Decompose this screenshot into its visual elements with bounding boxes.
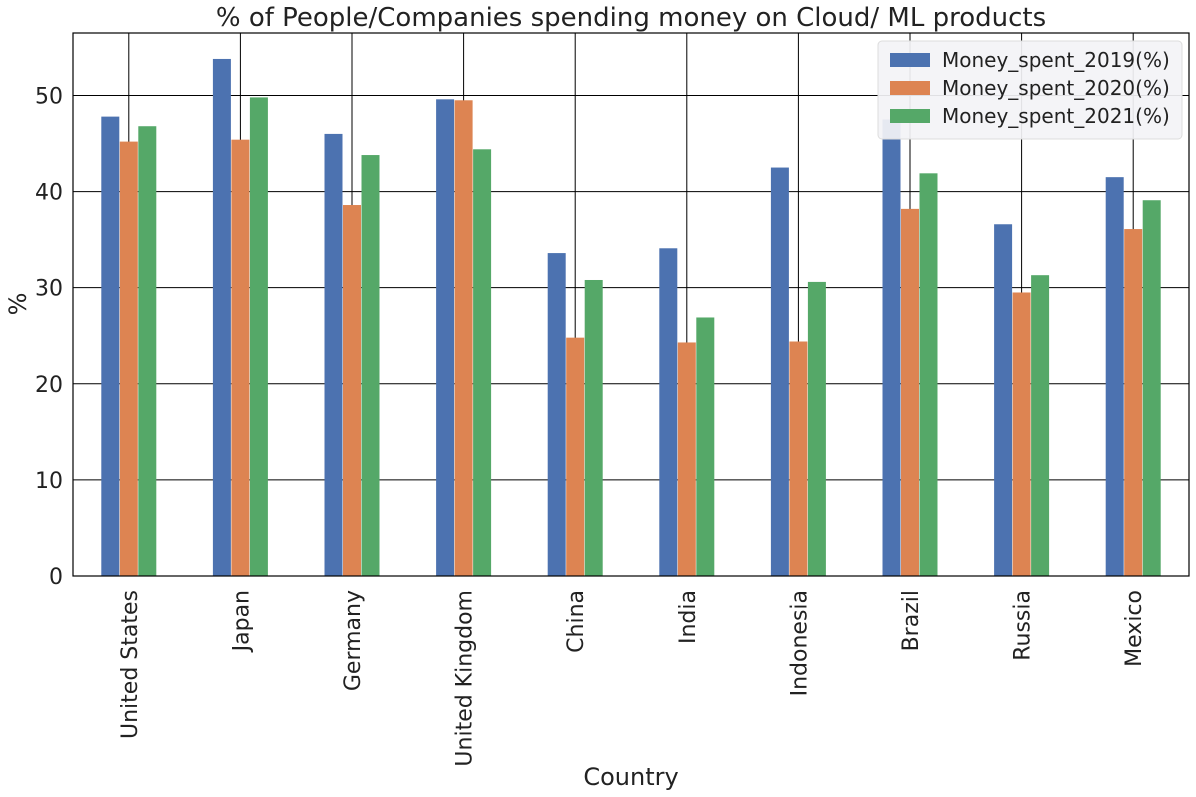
legend-box [877,40,1183,140]
x-tick-label: United States [118,590,143,739]
x-tick-label: Germany [341,590,366,691]
bar [566,337,585,576]
x-tick-label: Indonesia [787,590,812,696]
bar [919,173,938,576]
x-tick-label: Brazil [899,590,924,651]
bar [324,133,343,576]
bar [1124,229,1143,576]
y-tick-label: 0 [49,565,63,590]
legend: Money_spent_2019(%) Money_spent_2020(%) Mo… [877,40,1183,140]
x-tick-label: Mexico [1122,590,1147,667]
bar [212,58,231,577]
bar [584,279,603,576]
legend-swatch [890,109,930,123]
x-tick-label: Japan [229,590,254,653]
bar [119,141,138,576]
bar [901,208,919,576]
bar [1105,177,1124,576]
legend-swatch [890,81,930,95]
legend-swatch [890,53,930,67]
legend-entry: Money_spent_2021(%) [942,104,1170,128]
bar [249,97,268,577]
bar [789,341,808,576]
bar [473,149,492,576]
bar [1031,275,1050,576]
bars [101,58,1161,577]
x-axis-label: Country [583,763,678,791]
bar [807,281,826,576]
y-axis-ticks: 0 10 20 30 40 50 [35,84,63,590]
bar [231,139,250,577]
bar [547,253,566,576]
x-axis-ticks: United States Japan Germany United Kingdom C… [118,590,1147,767]
y-tick-label: 30 [35,277,63,302]
y-axis-label: % [4,293,32,316]
x-tick-label: China [564,590,589,653]
x-tick-label: Russia [1011,590,1036,661]
bar [1012,292,1031,576]
bar [677,342,696,576]
bar [361,155,380,576]
y-tick-label: 10 [35,469,63,494]
bar [696,317,715,576]
x-tick-label: United Kingdom [453,590,478,767]
bar [436,99,455,577]
bar [659,248,678,576]
bar [994,224,1013,576]
bar [343,205,361,576]
bar [138,126,157,576]
legend-entry: Money_spent_2019(%) [942,48,1170,72]
y-tick-label: 40 [35,181,63,206]
chart-title: % of People/Companies spending money on … [216,3,1046,33]
y-tick-label: 20 [35,373,63,398]
bar [454,100,473,576]
bar [1142,200,1161,576]
bar [770,167,789,576]
bar [101,116,120,576]
y-tick-label: 50 [35,84,63,109]
bar [882,119,901,576]
legend-entry: Money_spent_2020(%) [942,76,1170,100]
plot-frame [72,32,1190,577]
x-tick-label: India [676,590,701,644]
